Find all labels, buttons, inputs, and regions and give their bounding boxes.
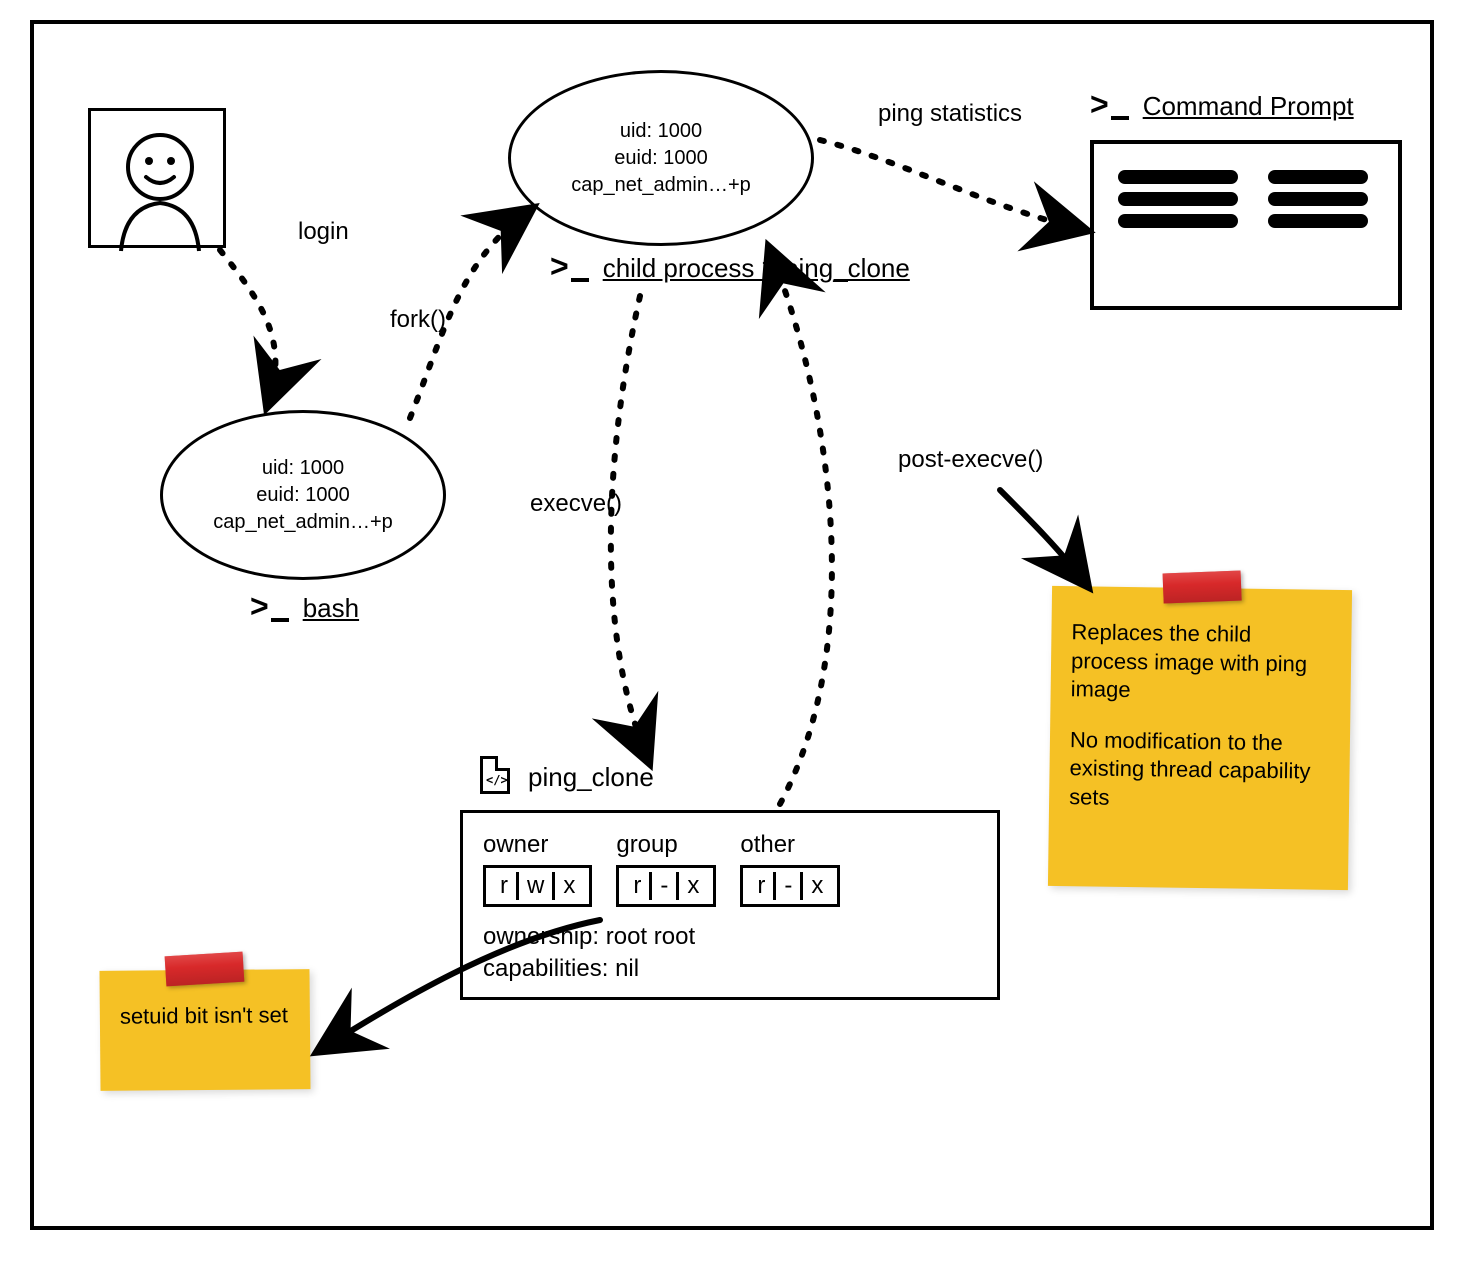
- child-euid: euid: 1000: [614, 145, 707, 172]
- terminal-line: [1118, 192, 1374, 206]
- command-prompt-text: Command Prompt: [1143, 91, 1354, 122]
- sticky-line2: No modification to the existing thread c…: [1069, 726, 1330, 815]
- perm-owner-label: owner: [483, 831, 548, 859]
- tape-icon: [1163, 571, 1242, 604]
- ping-clone-permissions: owner r w x group r - x other r: [460, 810, 1000, 1000]
- cursor-icon: [271, 618, 289, 622]
- execve-edge-label: execve(): [530, 490, 622, 518]
- capabilities-line: capabilities: nil: [483, 955, 979, 983]
- child-process-label: > child process > ping_clone: [550, 252, 910, 284]
- chevron-icon: >: [1090, 88, 1109, 120]
- chevron-icon: >: [550, 250, 569, 282]
- perm-owner: owner r w x: [483, 831, 592, 907]
- perm-group-bits: r - x: [616, 865, 716, 907]
- bash-euid: euid: 1000: [256, 482, 349, 509]
- perm-owner-bits: r w x: [483, 865, 592, 907]
- perm-bit: -: [776, 872, 803, 900]
- text-squiggle: [1118, 214, 1238, 228]
- perm-group: group r - x: [616, 831, 716, 907]
- cursor-icon: [571, 278, 589, 282]
- code-icon: </>: [486, 773, 508, 787]
- perm-other-bits: r - x: [740, 865, 840, 907]
- perm-bit: w: [519, 872, 555, 900]
- text-squiggle: [1268, 170, 1368, 184]
- terminal-window: [1090, 140, 1402, 310]
- fork-edge-label: fork(): [390, 306, 446, 334]
- post-execve-edge-label: post-execve(): [898, 446, 1043, 474]
- bash-caps: cap_net_admin…+p: [213, 509, 393, 536]
- text-squiggle: [1268, 214, 1368, 228]
- perm-other-label: other: [740, 831, 795, 859]
- sticky-setuid-text: setuid bit isn't set: [120, 1001, 290, 1031]
- sticky-note-post-execve: Replaces the child process image with pi…: [1048, 586, 1352, 890]
- tape-icon: [165, 952, 245, 987]
- sticky-note-setuid: setuid bit isn't set: [99, 969, 310, 1091]
- terminal-line: [1118, 214, 1374, 228]
- perm-row: owner r w x group r - x other r: [483, 831, 979, 907]
- user-icon-box: [88, 108, 226, 248]
- perm-group-label: group: [616, 831, 677, 859]
- cursor-icon: [1111, 116, 1129, 120]
- bash-label: > bash: [250, 592, 359, 624]
- command-prompt-label: > Command Prompt: [1090, 90, 1354, 122]
- perm-bit: x: [679, 872, 707, 900]
- child-caps: cap_net_admin…+p: [571, 172, 751, 199]
- text-squiggle: [1268, 192, 1368, 206]
- child-process-label-text: child process > ping_clone: [603, 253, 910, 284]
- ping-clone-file-label: ping_clone: [528, 762, 654, 793]
- perm-other: other r - x: [740, 831, 840, 907]
- perm-bit: r: [625, 872, 652, 900]
- user-smiley-icon: [91, 111, 229, 251]
- bash-process-ellipse: uid: 1000 euid: 1000 cap_net_admin…+p: [160, 410, 446, 580]
- bash-label-text: bash: [303, 593, 359, 624]
- child-uid: uid: 1000: [620, 118, 702, 145]
- perm-bit: -: [652, 872, 679, 900]
- bash-uid: uid: 1000: [262, 455, 344, 482]
- chevron-icon: >: [250, 590, 269, 622]
- perm-bit: r: [749, 872, 776, 900]
- canvas: uid: 1000 euid: 1000 cap_net_admin…+p > …: [0, 0, 1464, 1266]
- perm-bit: x: [555, 872, 583, 900]
- text-squiggle: [1118, 170, 1238, 184]
- file-icon: </>: [480, 756, 510, 794]
- child-process-ellipse: uid: 1000 euid: 1000 cap_net_admin…+p: [508, 70, 814, 246]
- sticky-line1: Replaces the child process image with pi…: [1070, 618, 1331, 707]
- ping-statistics-edge-label: ping statistics: [878, 100, 1022, 128]
- perm-bit: r: [492, 872, 519, 900]
- perm-bit: x: [803, 872, 831, 900]
- ownership-line: ownership: root root: [483, 923, 979, 951]
- login-edge-label: login: [298, 218, 349, 246]
- text-squiggle: [1118, 192, 1238, 206]
- terminal-line: [1118, 170, 1374, 184]
